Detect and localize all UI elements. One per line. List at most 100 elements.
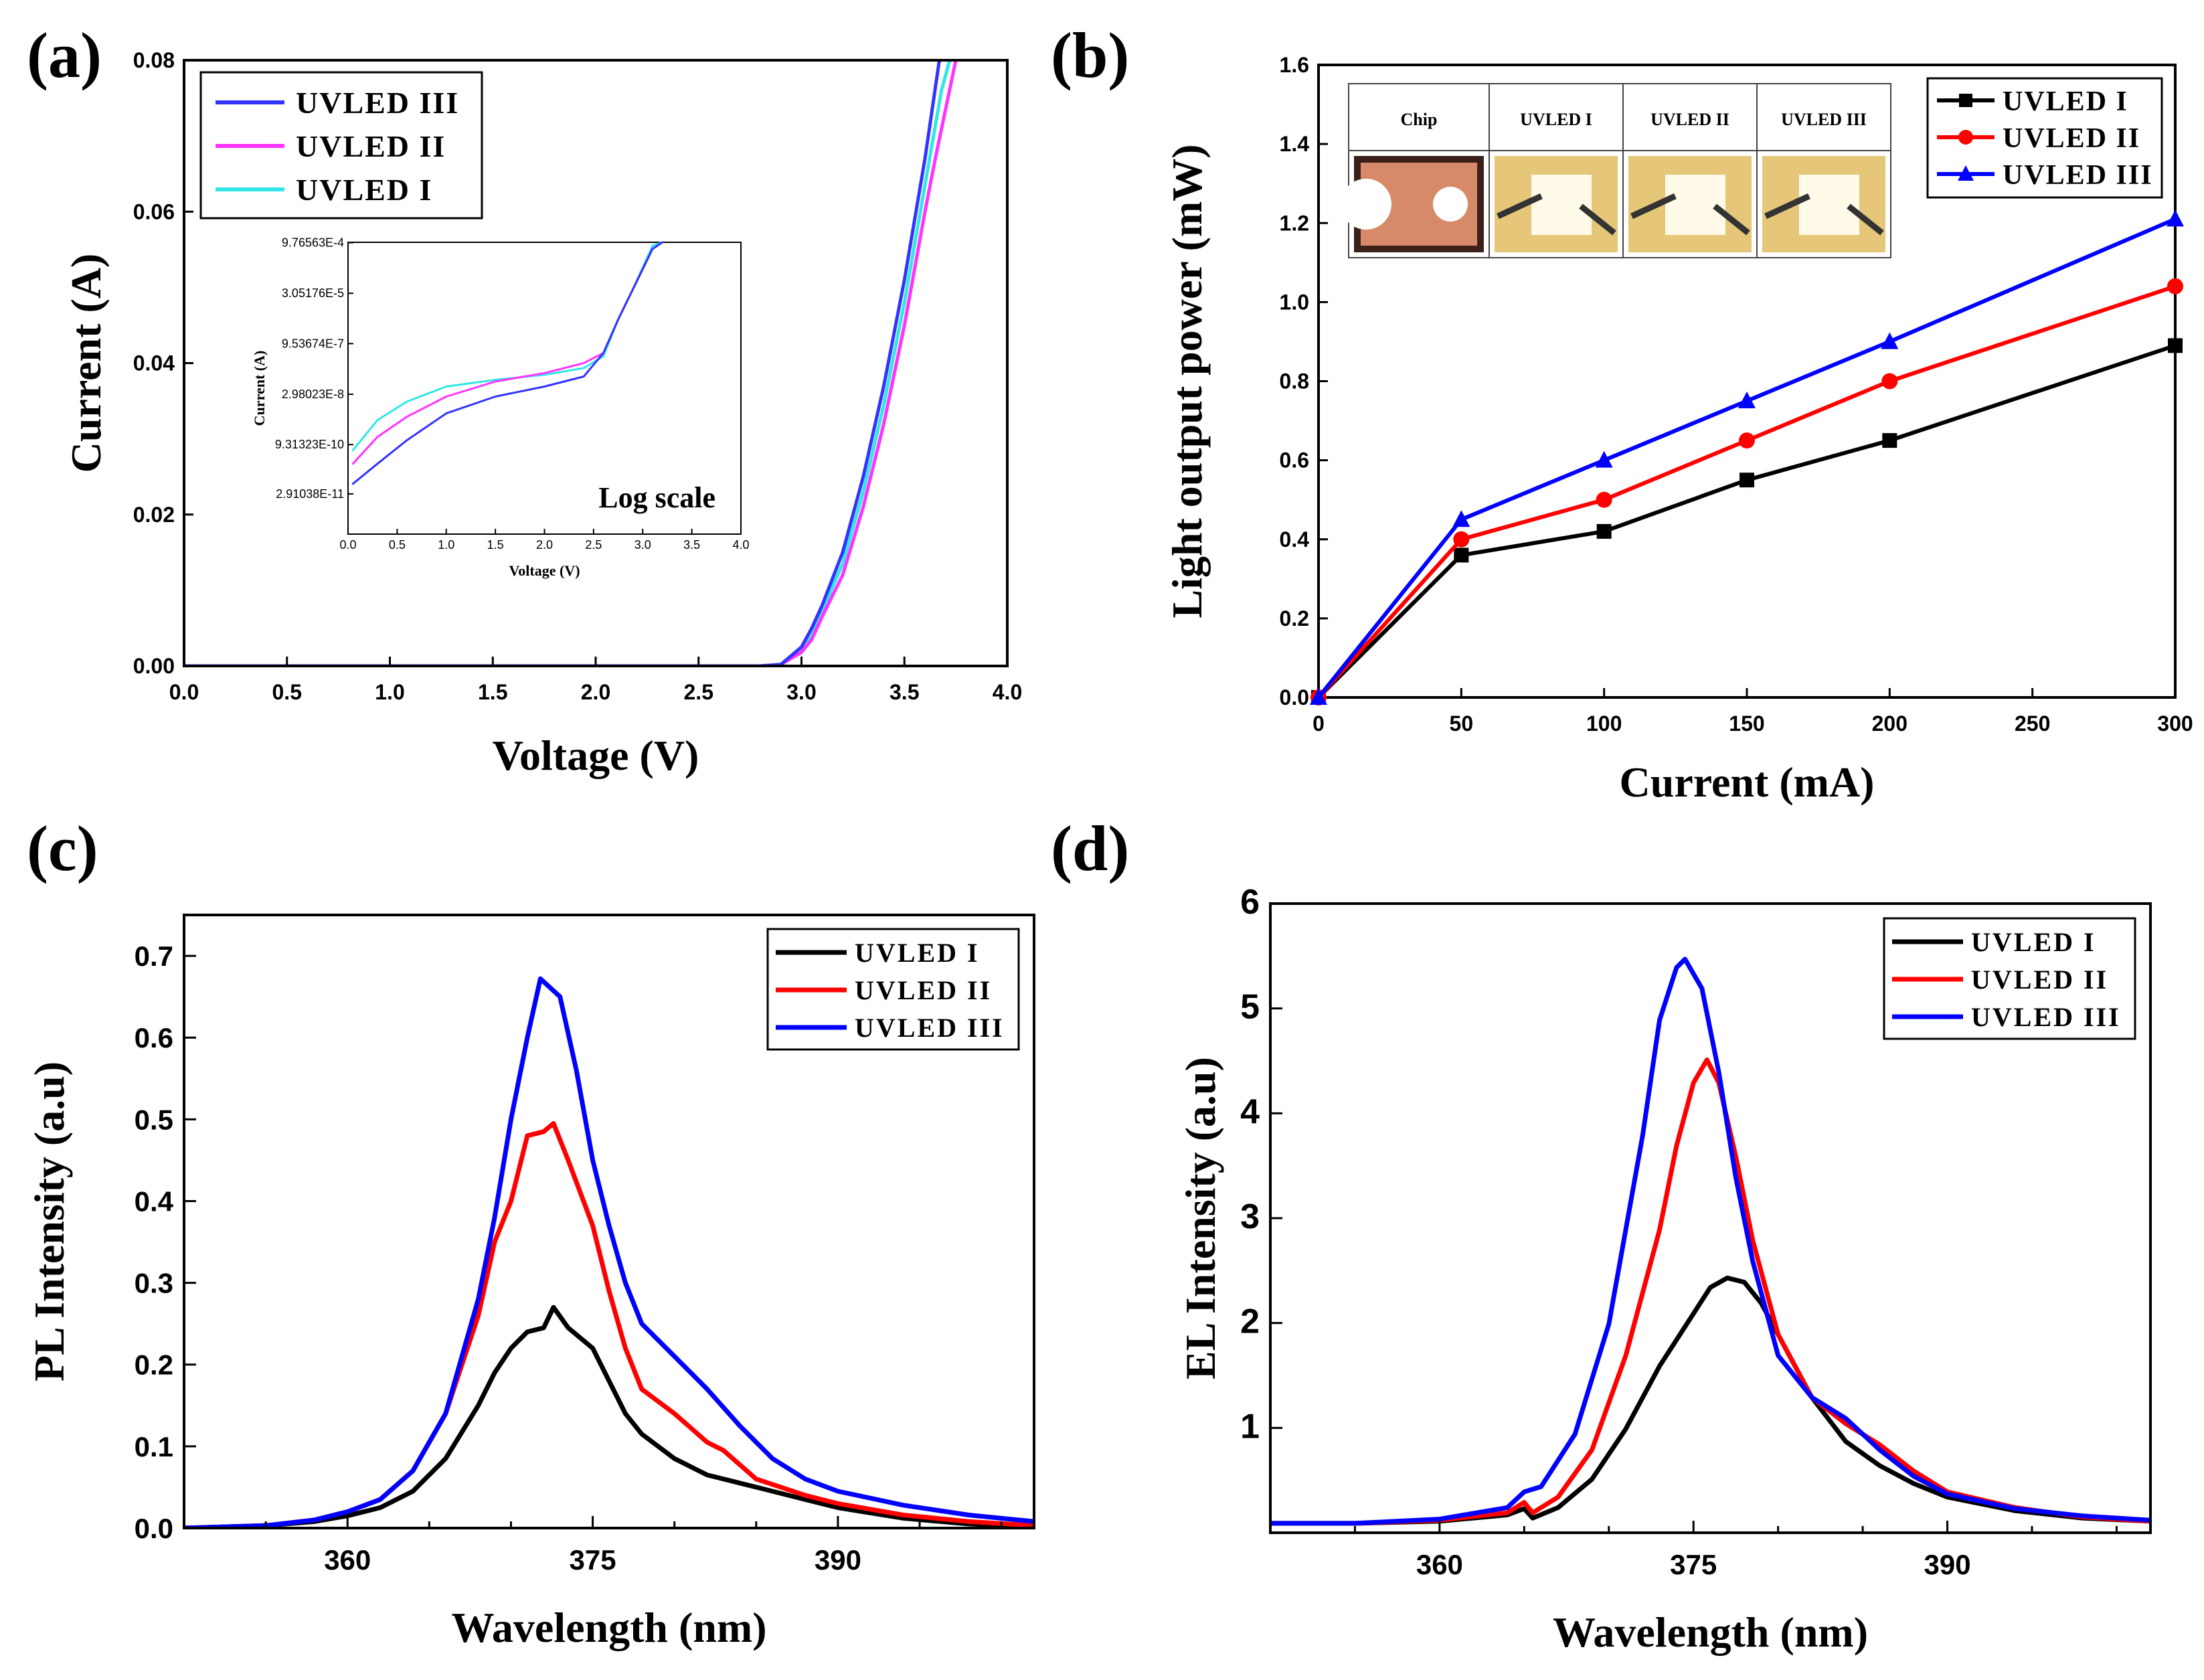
panel-label-c: (c) (27, 813, 98, 884)
y-tick-label-c: 0.4 (135, 1185, 174, 1217)
photo-inset-b: Chip UVLED I UVLED II UVLED III (1341, 83, 1891, 258)
legend-label-d: UVLED I (1971, 927, 2096, 957)
data-marker-b (2167, 278, 2183, 295)
x-tick-label-a: 0.5 (272, 680, 302, 704)
x-tick-label-b: 250 (2015, 711, 2050, 736)
panel-label-d: (d) (1051, 813, 1129, 884)
plot-frame-c (183, 914, 1035, 1529)
y-tick-label-a: 0.00 (133, 654, 175, 678)
legend-label-a: UVLED I (296, 173, 432, 207)
y-tick-label-a: 0.04 (133, 351, 175, 375)
y-tick-label-d: 3 (1240, 1197, 1260, 1236)
inset-y-tick-label: 9.31323E-10 (275, 438, 344, 451)
data-marker-b (1452, 510, 1470, 527)
inset-frame-a (347, 242, 742, 535)
panel-label-a: (a) (27, 19, 102, 91)
chip-pad-left (1341, 179, 1391, 230)
inset-x-tick-label: 3.5 (683, 538, 700, 552)
chip-pad-right (1433, 187, 1468, 222)
y-tick-label-d: 1 (1240, 1407, 1260, 1446)
probe-needle-left (1497, 193, 1543, 220)
x-tick-label-c: 375 (570, 1544, 616, 1576)
x-tick-label-a: 0.0 (169, 680, 199, 704)
y-tick-label-b: 0.0 (1280, 685, 1309, 709)
inset-y-tick-label: 9.53674E-7 (282, 337, 344, 350)
data-marker-b (1595, 450, 1613, 468)
legend-marker-b (1958, 130, 1973, 145)
x-tick-label-a: 2.0 (581, 680, 610, 704)
y-tick-label-b: 1.0 (1280, 290, 1309, 314)
data-marker-b (1453, 531, 1470, 548)
photo-header: Chip (1401, 110, 1438, 129)
led-photo-glow (1665, 175, 1725, 235)
data-marker-b (2168, 338, 2183, 353)
series-line-d-1 (1270, 1057, 2150, 1526)
inset-series-line-a-0 (351, 241, 664, 485)
x-tick-label-a: 3.5 (889, 680, 919, 704)
x-tick-label-b: 100 (1586, 711, 1622, 736)
inset-x-tick-label: 2.5 (585, 538, 602, 552)
series-line-d-0 (1270, 1275, 2150, 1526)
y-tick-label-a: 0.06 (133, 199, 175, 224)
series-line-c-2 (184, 976, 1034, 1528)
inset-scale-label: Log scale (598, 481, 715, 514)
legend-label-b: UVLED II (2003, 123, 2140, 154)
probe-needle-right (1579, 203, 1616, 236)
y-tick-label-b: 0.8 (1280, 369, 1309, 394)
data-marker-b (2167, 209, 2184, 227)
led-photo-glow (1799, 175, 1859, 235)
y-tick-label-c: 0.5 (135, 1104, 173, 1135)
legend-label-c: UVLED III (855, 1013, 1005, 1043)
legend-label-c: UVLED II (855, 975, 992, 1005)
data-marker-b (1739, 432, 1755, 449)
inset-y-tick-label: 3.05176E-5 (282, 286, 344, 300)
data-marker-b (1596, 491, 1612, 508)
legend-marker-b (1958, 165, 1974, 181)
x-tick-label-d: 375 (1670, 1549, 1717, 1580)
y-tick-label-a: 0.02 (133, 503, 175, 527)
x-tick-label-a: 2.5 (684, 680, 713, 704)
inset-group-a: 0.0 0.5 1.0 1.5 2.0 2.5 3.0 3.5 4.0 2.91038E-11 9.… (251, 236, 750, 579)
probe-needle-right (1713, 203, 1750, 236)
inset-x-tick-label: 3.0 (634, 538, 651, 552)
y-tick-label-a: 0.08 (133, 48, 175, 72)
led-photo-glow (1531, 175, 1592, 235)
y-tick-label-d: 2 (1240, 1303, 1260, 1341)
data-marker-b (1881, 332, 1899, 349)
y-tick-label-c: 0.2 (135, 1349, 173, 1381)
x-tick-label-b: 200 (1872, 711, 1908, 736)
x-tick-label-c: 390 (815, 1544, 861, 1576)
series-group-c (184, 976, 1034, 1528)
y-axis-title-d: EL Intensity (a.u) (1177, 1057, 1224, 1379)
y-tick-label-d: 5 (1240, 988, 1260, 1027)
y-tick-label-d: 6 (1240, 883, 1260, 922)
x-axis-title-b: Current (mA) (1620, 758, 1875, 806)
data-marker-b (1882, 433, 1897, 448)
x-axis-title-d: Wavelength (nm) (1553, 1608, 1868, 1656)
inset-x-title: Voltage (V) (509, 562, 580, 579)
data-marker-b (1454, 548, 1469, 563)
x-tick-label-d: 360 (1416, 1549, 1463, 1580)
series-group-d (1270, 956, 2150, 1526)
y-tick-label-b: 1.4 (1280, 132, 1310, 156)
data-marker-b (1738, 392, 1756, 409)
series-line-d-2 (1270, 956, 2150, 1526)
panel-a: (a) 0.0 0.5 1.0 1.5 2.0 2.5 3.0 3.5 4.0 0.00 0.02 0.… (27, 19, 1022, 779)
y-tick-label-b: 0.6 (1280, 448, 1309, 473)
x-tick-label-b: 50 (1450, 711, 1474, 736)
series-line-b-1 (1317, 284, 2177, 699)
y-tick-label-b: 1.6 (1280, 53, 1309, 77)
legend-label-a: UVLED III (296, 86, 459, 120)
legend-label-a: UVLED II (296, 129, 446, 163)
x-tick-label-c: 360 (324, 1544, 371, 1576)
y-tick-label-c: 0.3 (135, 1268, 173, 1299)
photo-header: UVLED III (1781, 110, 1867, 129)
y-axis-title-c: PL Intensity (a.u) (25, 1062, 73, 1381)
legend-label-d: UVLED III (1971, 1002, 2121, 1032)
y-tick-label-b: 0.4 (1280, 527, 1310, 552)
inset-y-tick-label: 2.91038E-11 (276, 487, 344, 501)
data-marker-b (1310, 688, 1327, 705)
x-tick-label-a: 1.0 (375, 680, 404, 704)
panel-c: (c) 360 375 390 0.0 0.1 0.2 0.3 0.4 0.5 0.6 0.7 Wave… (25, 813, 1035, 1651)
